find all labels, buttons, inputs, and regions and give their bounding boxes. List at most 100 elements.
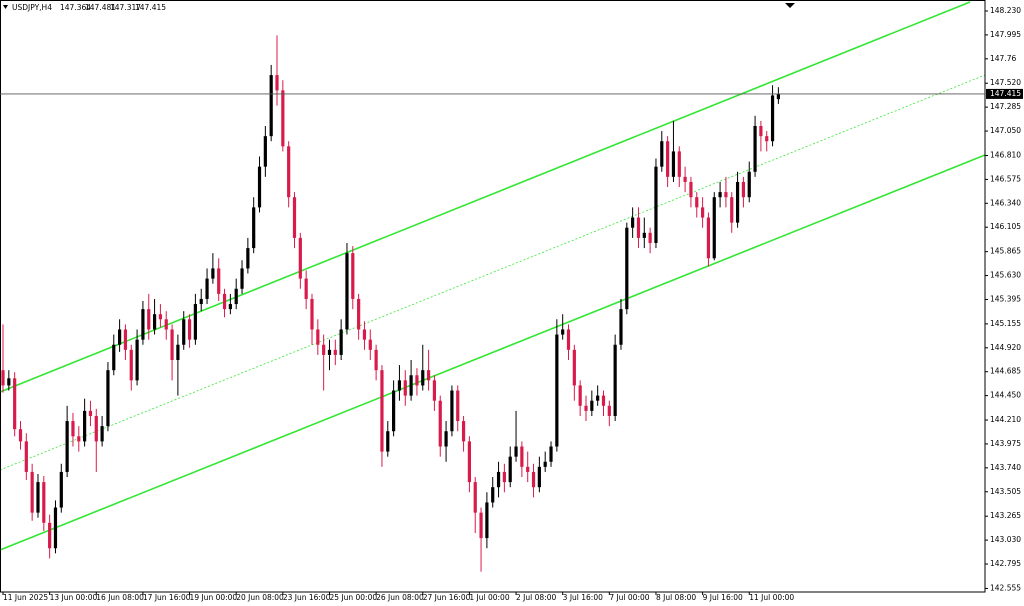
candle-body <box>456 390 460 422</box>
candle-body <box>118 329 122 345</box>
candle-body <box>753 125 757 172</box>
y-tick-label: 147.285 <box>990 102 1021 111</box>
y-tick-label: 146.340 <box>990 198 1021 207</box>
candle-body <box>584 405 588 411</box>
candle-body <box>485 502 489 539</box>
candle-body <box>677 151 681 177</box>
header-value: 147.481 <box>85 3 116 12</box>
candle-body <box>193 304 197 340</box>
candle-body <box>351 253 355 299</box>
y-tick-label: 144.450 <box>990 391 1021 400</box>
x-tick-label: 16 Jun 08:00 <box>96 593 144 602</box>
candle-body <box>671 151 676 177</box>
candle-body <box>362 329 367 340</box>
candle-body <box>426 370 431 381</box>
x-tick-label: 11 Jul 00:00 <box>749 593 794 602</box>
y-tick-label: 144.920 <box>990 343 1021 352</box>
candle-body <box>316 329 320 345</box>
candle-body <box>432 380 437 401</box>
x-tick-label: 17 Jun 16:00 <box>143 593 191 602</box>
candle-body <box>36 482 40 513</box>
x-tick-label: 1 Jul 00:00 <box>469 593 509 602</box>
candle-body <box>537 466 541 488</box>
candle-body <box>636 217 641 238</box>
shift-marker <box>785 3 795 8</box>
candle-body <box>135 339 139 381</box>
candle-body <box>479 512 483 539</box>
candle-body <box>275 75 279 91</box>
candle-body <box>246 248 250 269</box>
x-tick-label: 8 Jul 08:00 <box>656 593 696 602</box>
candle-body <box>520 446 524 467</box>
candle-body <box>397 380 402 391</box>
candle-body <box>345 253 349 330</box>
channel-middle <box>0 74 986 471</box>
x-tick-label: 27 Jun 16:00 <box>423 593 471 602</box>
y-tick-label: 147.050 <box>990 126 1021 135</box>
menu-arrow <box>3 5 8 9</box>
candle-body <box>689 181 693 198</box>
candle-body <box>374 349 378 371</box>
y-tick-label: 146.575 <box>990 174 1021 183</box>
y-tick-label: 142.555 <box>990 583 1021 592</box>
candle-body <box>502 471 506 483</box>
x-tick-label: 20 Jun 08:00 <box>236 593 284 602</box>
candle-body <box>123 329 128 350</box>
candle-body <box>695 197 699 208</box>
candle-body <box>631 217 635 228</box>
candle-body <box>607 405 611 416</box>
candle-body <box>112 344 116 371</box>
y-tick-label: 147.520 <box>990 78 1021 87</box>
candle-body <box>718 192 722 198</box>
x-tick-label: 3 Jul 16:00 <box>563 593 603 602</box>
candle-body <box>380 370 384 452</box>
candle-body <box>240 268 244 289</box>
candle-body <box>211 268 215 279</box>
candle-body <box>613 344 617 416</box>
candle-body <box>514 446 518 457</box>
candle-body <box>100 426 104 442</box>
candle-body <box>357 298 361 330</box>
candle-body <box>83 410 87 442</box>
candle-body <box>601 395 606 406</box>
candle-body <box>642 232 646 238</box>
candle-body <box>741 181 746 198</box>
candle-body <box>269 75 273 137</box>
y-tick-label: 146.810 <box>990 150 1021 159</box>
x-tick-label: 2 Jul 08:00 <box>516 593 556 602</box>
candle-body <box>228 304 232 310</box>
candle-body <box>549 446 553 462</box>
candle-body <box>555 334 559 447</box>
candle-body <box>660 141 664 167</box>
candle-body <box>322 344 326 355</box>
y-tick-label: 145.865 <box>990 247 1021 256</box>
y-tick-label: 147.995 <box>990 30 1021 39</box>
candle-body <box>30 471 34 513</box>
x-tick-label: 25 Jun 00:00 <box>329 593 377 602</box>
candle-body <box>590 400 594 411</box>
y-tick-label: 144.210 <box>990 415 1021 424</box>
candle-body <box>310 298 314 330</box>
candle-body <box>18 429 23 442</box>
header: USDJPY,H4 <box>12 3 52 12</box>
candle-body <box>252 207 256 249</box>
x-tick-label: 9 Jul 16:00 <box>703 593 743 602</box>
last-price-label: 147.415 <box>990 89 1021 98</box>
candle-body <box>730 197 734 223</box>
candle-body <box>747 171 751 198</box>
x-tick-label: 19 Jun 00:00 <box>190 593 238 602</box>
candle-body <box>281 90 285 147</box>
candle-body <box>491 487 495 503</box>
y-tick-label: 146.105 <box>990 222 1021 231</box>
candle-body <box>666 141 670 177</box>
candle-body <box>496 471 501 488</box>
candle-body <box>572 349 576 386</box>
candle-body <box>409 375 413 396</box>
candle-body <box>438 400 442 447</box>
candle-body <box>164 319 168 330</box>
header-value: 147.317 <box>110 3 141 12</box>
y-tick-label: 143.030 <box>990 535 1021 544</box>
candle-body <box>508 456 512 483</box>
